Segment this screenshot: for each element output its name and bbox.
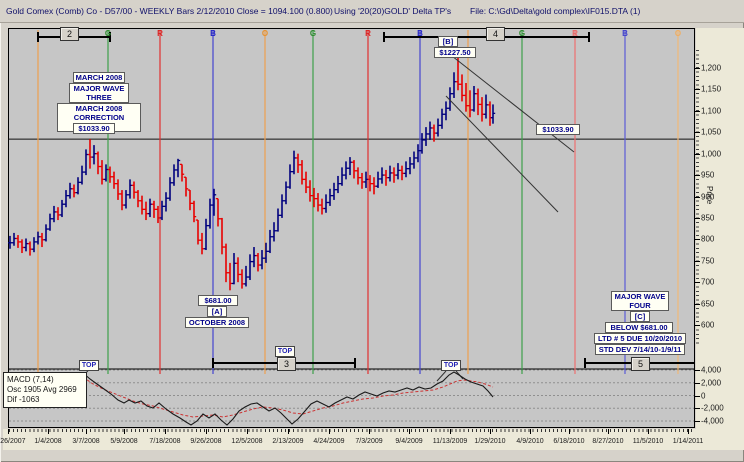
top-pointer-line [436,370,447,382]
trend-channel-line [451,55,575,153]
date-axis-minor-ticks [9,429,695,432]
price-axis-title: Price [705,186,714,205]
price-axis-minor-ticks [696,50,699,346]
chart-title: Gold Comex (Comb) Co - D57/00 - WEEKLY B… [6,6,333,16]
delta-tps-label: Using '20(20)GOLD' Delta TP's [334,6,452,16]
price-axis-margin [696,28,744,450]
file-path-label: File: C:\Gd\Delta\gold complex\IF015.DTA… [470,6,641,16]
price-macd-canvas[interactable] [8,28,695,428]
trend-channel-line [445,95,559,213]
macd-avg-line [82,376,494,418]
title-bar: Gold Comex (Comb) Co - D57/00 - WEEKLY B… [0,0,744,23]
date-axis-margin [3,429,744,450]
macd-osc-line [82,371,494,426]
